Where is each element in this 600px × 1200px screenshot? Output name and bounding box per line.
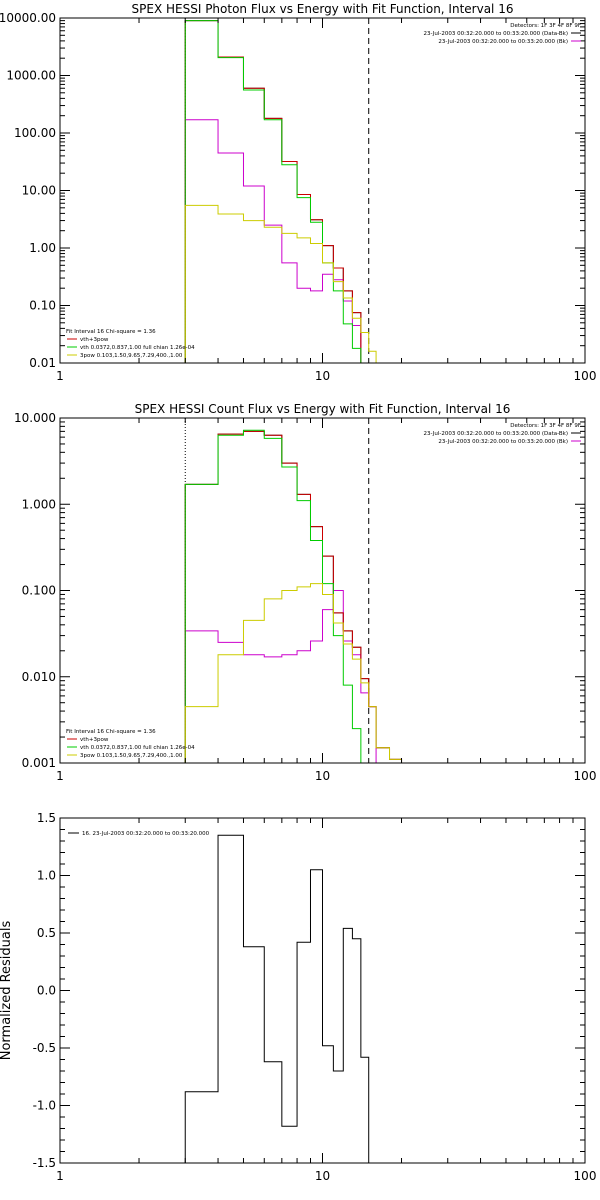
residual-legend-label: 16. 23-Jul-2003 00:32:20.000 to 00:33:20…: [82, 831, 210, 837]
count-header-line: 23-Jul-2003 00:32:20.000 to 00:33:20.000…: [424, 431, 569, 437]
y-tick-label: 1.000: [22, 497, 56, 511]
photon-series-data-bk: [184, 20, 362, 363]
y-tick-label: 1.5: [37, 811, 56, 825]
photon-series-group: [184, 20, 377, 363]
y-tick-label: 0.10: [29, 299, 56, 313]
y-tick-label: 10000.00: [0, 11, 56, 25]
x-tick-label: 10: [315, 369, 330, 383]
photon-fit-legend-line: vth 0.0372,0.837,1.00 full chian 1.26e-0…: [80, 345, 195, 351]
y-tick-label: -0.5: [33, 1041, 56, 1055]
y-tick-label: 10.00: [22, 184, 56, 198]
count-series-group: [184, 429, 403, 763]
count-series-vth: [184, 429, 362, 763]
photon-title: SPEX HESSI Photon Flux vs Energy with Fi…: [132, 2, 514, 16]
photon-series-3pow: [184, 204, 377, 363]
count-fit-legend-line: 3pow 0.103,1.50,9.65,7.29,400.,1.00: [80, 753, 183, 759]
photon-fit-legend-line: Fit Interval 16 Chi-square = 1.36: [66, 329, 156, 335]
x-tick-label: 1: [56, 769, 64, 783]
count-header-line: 23-Jul-2003 00:32:20.000 to 00:33:20.000…: [438, 439, 568, 445]
count-fit-legend-line: vth+3pow: [80, 737, 109, 743]
photon-plot-frame: [59, 17, 586, 364]
photon-fit-legend-line: vth+3pow: [80, 337, 109, 343]
photon-header-line: 23-Jul-2003 00:32:20.000 to 00:33:20.000…: [424, 31, 569, 37]
y-tick-label: 0.01: [29, 356, 56, 370]
photon-fit-legend-line: 3pow 0.103,1.50,9.65,7.29,400.,1.00: [80, 353, 183, 359]
y-tick-label: 0.5: [37, 926, 56, 940]
y-tick-label: -1.5: [33, 1156, 56, 1170]
count-series-3pow: [184, 583, 403, 763]
photon-header-line: Detectors: 1F 3F 4F 8F 9F: [510, 23, 581, 29]
photon-series-vth: [184, 20, 362, 363]
x-tick-label: 10: [315, 1169, 330, 1183]
x-tick-label: 10: [315, 769, 330, 783]
photon-series-bk: [184, 119, 362, 363]
x-tick-label: 100: [574, 369, 597, 383]
x-tick-label: 100: [574, 1169, 597, 1183]
y-tick-label: 100.00: [14, 126, 56, 140]
y-tick-label: 0.100: [22, 584, 56, 598]
count-header-line: Detectors: 1F 3F 4F 8F 9F: [510, 423, 581, 429]
count-fit-legend-line: Fit Interval 16 Chi-square = 1.36: [66, 729, 156, 735]
y-tick-label: 1.00: [29, 241, 56, 255]
y-tick-label: 0.001: [22, 756, 56, 770]
x-tick-label: 100: [574, 769, 597, 783]
count-fit-legend-line: vth 0.0372,0.837,1.00 full chian 1.26e-0…: [80, 745, 195, 751]
y-tick-label: 1.0: [37, 869, 56, 883]
y-tick-label: 1000.00: [6, 69, 56, 83]
x-tick-label: 1: [56, 369, 64, 383]
residuals-y-axis-label: Normalized Residuals: [0, 921, 14, 1061]
residuals-panel: 1 10 100 1.5 1.0 0.5 0.0 -0.5 -1.0 -1.5 Normalized…: [0, 811, 596, 1183]
count-series-bk: [184, 590, 377, 763]
y-tick-label: 10.000: [14, 411, 56, 425]
count-title: SPEX HESSI Count Flux vs Energy with Fit…: [135, 402, 511, 416]
x-tick-label: 1: [56, 1169, 64, 1183]
y-tick-label: -1.0: [33, 1099, 56, 1113]
y-tick-label: 0.010: [22, 670, 56, 684]
count-panel: SPEX HESSI Count Flux vs Energy with Fit…: [14, 402, 596, 783]
residuals-series-16-23-jul-2003-00-32-20-000-to-00-33-20-000: [184, 834, 370, 1163]
photon-header-line: 23-Jul-2003 00:32:20.000 to 00:33:20.000…: [438, 39, 568, 45]
photon-series-vth-3pow: [184, 20, 362, 363]
y-tick-label: 0.0: [37, 984, 56, 998]
residuals-series-group: [184, 834, 370, 1163]
photon-panel: SPEX HESSI Photon Flux vs Energy with Fi…: [0, 2, 596, 383]
